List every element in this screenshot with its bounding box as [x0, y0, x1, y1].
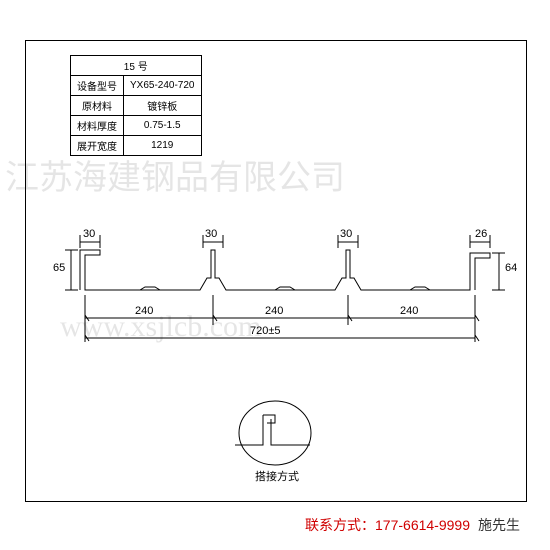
contact-line: 联系方式：177-6614-9999 施先生	[305, 515, 520, 535]
table-row: 原材料镀锌板	[71, 96, 202, 116]
dim-left-h: 65	[53, 262, 65, 274]
spec-table: 15 号 设备型号YX65-240-720 原材料镀锌板 材料厚度0.75-1.…	[70, 55, 202, 156]
dim-top-3: 30	[340, 228, 352, 240]
dim-right-h: 64	[505, 262, 517, 274]
dim-top-1: 30	[83, 228, 95, 240]
dim-seg-3: 240	[400, 305, 418, 317]
table-row: 设备型号YX65-240-720	[71, 76, 202, 96]
dim-total: 720±5	[250, 325, 281, 337]
table-row: 材料厚度0.75-1.5	[71, 116, 202, 136]
contact-phone: 177-6614-9999	[375, 517, 470, 533]
table-row: 展开宽度1219	[71, 136, 202, 156]
dim-seg-1: 240	[135, 305, 153, 317]
dim-top-4: 26	[475, 228, 487, 240]
spec-header: 15 号	[71, 56, 202, 76]
dim-top-2: 30	[205, 228, 217, 240]
contact-name: 施先生	[478, 517, 520, 533]
joint-caption: 搭接方式	[255, 468, 299, 484]
profile-drawing	[25, 180, 525, 380]
dim-seg-2: 240	[265, 305, 283, 317]
contact-label: 联系方式：	[305, 517, 375, 533]
